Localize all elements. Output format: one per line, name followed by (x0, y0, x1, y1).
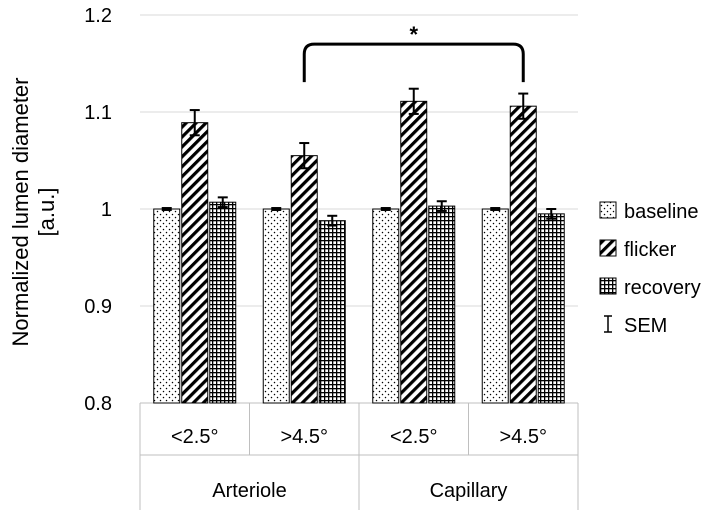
bar-flicker (400, 100, 428, 404)
bars (153, 100, 565, 404)
y-tick-label: 1.1 (84, 102, 112, 124)
y-tick-label: 1.2 (84, 5, 112, 27)
x-tick-label: <2.5° (390, 426, 437, 448)
bar-flicker (290, 155, 318, 404)
bar-baseline (262, 208, 290, 404)
y-tick-label: 0.8 (84, 393, 112, 415)
bar-baseline (481, 208, 509, 404)
legend-swatch-flicker (599, 239, 617, 257)
x-group-label: Capillary (430, 480, 508, 502)
bar-recovery (209, 201, 237, 404)
significance-annotation: * (302, 22, 525, 83)
bar-baseline (153, 208, 181, 404)
legend-swatch-baseline (599, 201, 617, 219)
bar-flicker (509, 105, 537, 404)
bar-flicker (181, 122, 209, 404)
bar-recovery (318, 220, 346, 404)
y-axis-label-units: [a.u.] (34, 188, 59, 237)
y-tick-label: 1 (101, 199, 112, 221)
legend-label: recovery (624, 277, 701, 299)
significance-bracket (302, 42, 525, 83)
labels: Normalized lumen diameter [a.u.] (8, 78, 59, 347)
x-tick-label: >4.5° (500, 426, 547, 448)
x-group-label: Arteriole (212, 480, 286, 502)
significance-star: * (409, 22, 418, 47)
legend-label: baseline (624, 201, 699, 223)
error-bars (161, 87, 557, 227)
legend-swatch-recovery (599, 277, 617, 295)
bar-recovery (537, 213, 565, 404)
axes: 0.8 0.9 1 1.1 1.2 <2.5° >4.5° <2.5° >4.5° Arterio… (84, 5, 579, 510)
x-tick-label: <2.5° (171, 426, 218, 448)
y-tick-label: 0.9 (84, 296, 112, 318)
x-tick-label: >4.5° (281, 426, 328, 448)
bar-recovery (428, 205, 456, 404)
legend-label: SEM (624, 315, 667, 337)
legend: baseline flicker recovery SEM (599, 201, 701, 337)
bar-baseline (372, 208, 400, 404)
y-axis-label: Normalized lumen diameter (8, 78, 33, 347)
legend-label: flicker (624, 239, 677, 261)
